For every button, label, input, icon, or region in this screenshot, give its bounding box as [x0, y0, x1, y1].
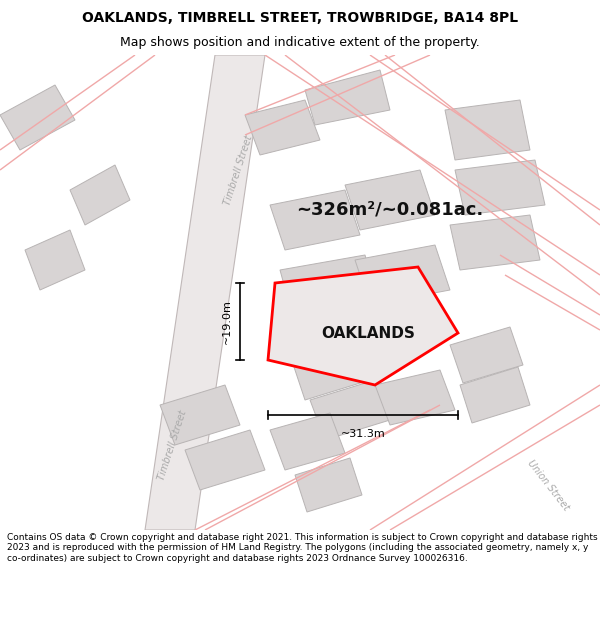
Polygon shape	[345, 170, 435, 230]
Polygon shape	[460, 367, 530, 423]
Polygon shape	[310, 380, 390, 440]
Polygon shape	[145, 55, 265, 530]
Polygon shape	[450, 327, 523, 383]
Polygon shape	[0, 85, 75, 150]
Polygon shape	[185, 430, 265, 490]
Text: Timbrell Street: Timbrell Street	[156, 409, 188, 481]
Text: ~31.3m: ~31.3m	[341, 429, 385, 439]
Polygon shape	[270, 413, 345, 470]
Polygon shape	[160, 385, 240, 445]
Text: ~326m²/~0.081ac.: ~326m²/~0.081ac.	[296, 201, 484, 219]
Text: ~19.0m: ~19.0m	[222, 299, 232, 344]
Polygon shape	[245, 100, 320, 155]
Polygon shape	[355, 245, 450, 305]
Polygon shape	[268, 267, 458, 385]
Polygon shape	[290, 335, 370, 400]
Text: Timbrell Street: Timbrell Street	[222, 134, 254, 206]
Polygon shape	[295, 458, 362, 512]
Text: OAKLANDS, TIMBRELL STREET, TROWBRIDGE, BA14 8PL: OAKLANDS, TIMBRELL STREET, TROWBRIDGE, B…	[82, 11, 518, 25]
Text: Union Street: Union Street	[525, 458, 571, 512]
Polygon shape	[375, 370, 455, 425]
Text: OAKLANDS: OAKLANDS	[321, 326, 415, 341]
Polygon shape	[455, 160, 545, 215]
Polygon shape	[450, 215, 540, 270]
Polygon shape	[270, 190, 360, 250]
Polygon shape	[445, 100, 530, 160]
Polygon shape	[305, 70, 390, 125]
Text: Map shows position and indicative extent of the property.: Map shows position and indicative extent…	[120, 36, 480, 49]
Polygon shape	[25, 230, 85, 290]
Text: Contains OS data © Crown copyright and database right 2021. This information is : Contains OS data © Crown copyright and d…	[7, 533, 598, 562]
Polygon shape	[70, 165, 130, 225]
Polygon shape	[280, 255, 380, 325]
